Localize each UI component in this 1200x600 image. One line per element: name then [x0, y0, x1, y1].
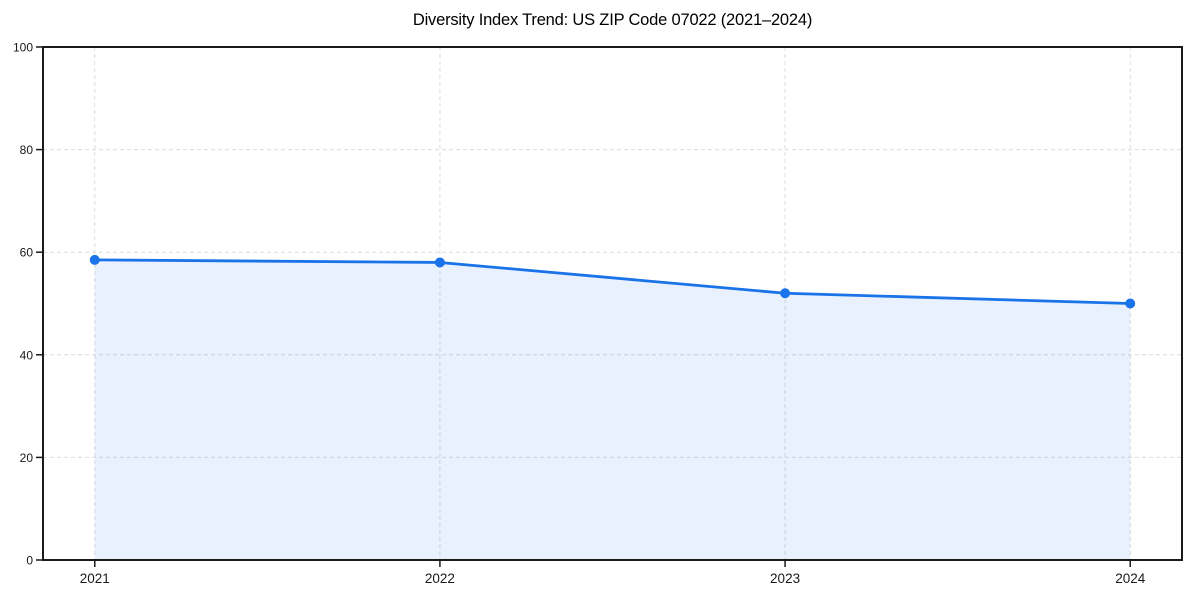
x-tick-label-2022: 2022	[425, 571, 455, 586]
trend-line	[93, 258, 1132, 305]
data-point-2023	[780, 288, 791, 299]
data-point-2022	[434, 257, 445, 268]
y-tick-label-60: 60	[20, 246, 34, 260]
y-tick-label-40: 40	[20, 348, 34, 362]
x-tick-label-2021: 2021	[80, 571, 110, 586]
chart-title: Diversity Index Trend: US ZIP Code 07022…	[412, 11, 813, 29]
data-point-2021	[89, 254, 100, 265]
area-fill	[94, 259, 1131, 560]
plot-frame	[42, 46, 1183, 561]
y-tick-label-80: 80	[20, 143, 34, 157]
y-tick-label-0: 0	[26, 554, 33, 568]
x-tick-label-2024: 2024	[1115, 571, 1146, 586]
y-tick-label-100: 100	[13, 41, 33, 55]
data-point-2024	[1125, 298, 1136, 309]
y-tick-label-20: 20	[20, 451, 34, 465]
x-tick-label-2023: 2023	[770, 571, 800, 586]
